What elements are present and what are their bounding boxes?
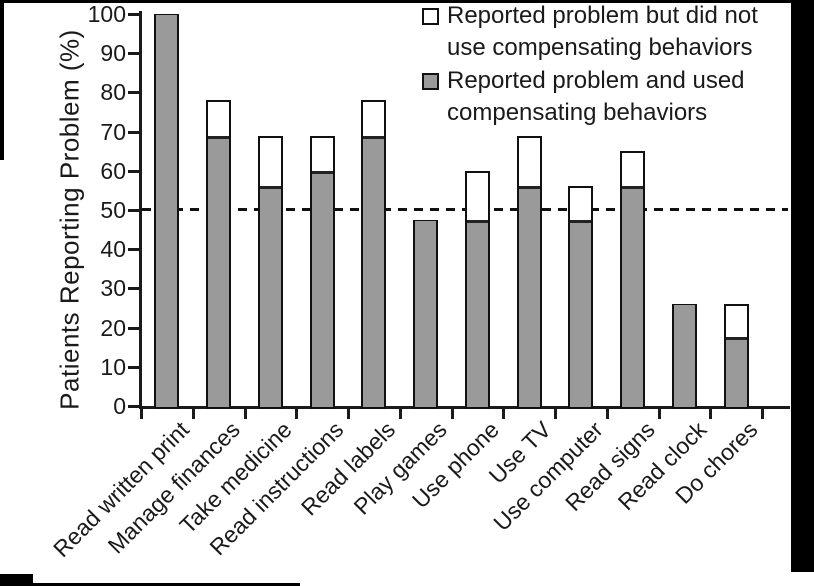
bar-read-instructions [309,135,335,409]
bar-manage-finances [206,100,232,409]
y-tick-label: 80 [100,79,126,106]
x-tick [398,409,402,419]
scan-border-left [0,0,4,160]
bar-read-labels [361,100,387,409]
bar-play-games [413,219,439,409]
bar-segment-used-compensating [673,305,695,407]
y-tick [128,248,141,252]
y-tick [128,91,141,95]
legend-label-line: Reported problem and used [447,67,745,94]
y-tick-label: 0 [113,393,126,419]
bar-segment-used-compensating [622,186,644,407]
x-tick [347,409,350,419]
x-tick [709,409,713,419]
y-tick [128,169,141,173]
y-tick [128,405,141,408]
x-axis-line [139,406,790,409]
y-tick [128,52,141,56]
y-tick-label: 90 [100,40,126,67]
y-tick [128,209,141,212]
y-tick-label: 70 [100,118,126,145]
y-tick-label: 50 [100,197,126,223]
bar-take-medicine [257,135,283,409]
bar-read-signs [620,151,646,409]
bar-segment-used-compensating [725,337,747,407]
bar-segment-used-compensating [415,220,437,407]
legend-label-line: Reported problem but did not [447,2,758,29]
bar-segment-used-compensating [156,15,178,407]
y-tick [128,365,141,369]
y-tick [128,13,141,16]
bar-segment-used-compensating [311,170,333,407]
legend-swatch-used [422,73,439,90]
bar-segment-used-compensating [259,186,281,407]
bar-use-computer [568,186,594,409]
y-tick-label: 100 [87,1,126,27]
bar-do-chores [723,304,749,409]
y-tick-label: 30 [100,275,126,302]
legend-label-line: compensating behaviors [447,99,708,126]
x-tick [761,409,764,419]
x-tick [295,409,299,419]
y-tick-label: 10 [100,353,126,380]
x-tick [450,409,454,419]
bar-read-written-print [154,14,180,409]
scan-border-bottom [0,583,300,586]
x-tick [657,409,661,419]
bar-segment-used-compensating [518,186,540,407]
legend-swatch-did-not-use [422,8,439,25]
x-tick [191,409,195,419]
legend-label-line: use compensating behaviors [447,34,753,61]
bar-use-phone [464,170,490,409]
x-tick [554,409,557,419]
x-tick [243,409,247,419]
x-tick [605,409,609,419]
y-tick [128,326,141,330]
bar-segment-used-compensating [208,135,230,407]
y-tick [128,130,141,134]
y-tick-label: 20 [100,314,126,341]
bar-use-tv [516,135,542,409]
x-tick [502,409,506,419]
scan-border-right [791,0,814,572]
bar-segment-used-compensating [570,219,592,407]
x-tick [140,409,143,419]
y-tick-label: 40 [100,236,126,263]
bar-segment-used-compensating [466,219,488,407]
scan-border-top [0,0,814,3]
y-tick-label: 60 [100,157,126,184]
y-tick [128,287,141,291]
bar-segment-used-compensating [363,135,385,407]
bar-read-clock [671,304,697,409]
